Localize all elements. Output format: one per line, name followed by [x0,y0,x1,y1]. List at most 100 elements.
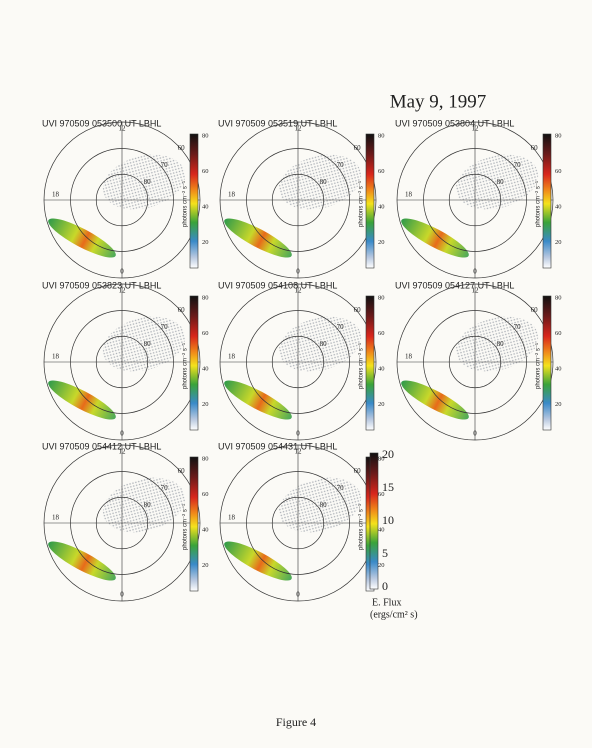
latitude-label: 80 [144,178,152,186]
colorbar-tick-label: 60 [378,491,385,498]
latitude-label: 60 [354,467,362,475]
colorbar [365,133,375,269]
latitude-label: 60 [178,306,186,314]
auroral-oval [224,541,292,581]
polar-panel: UVI 970509 054412 UT LBHL121860607080806… [42,441,209,602]
colorbar-tick-label: 20 [555,239,562,246]
colorbar-tick-label: 40 [378,366,385,373]
mlt-label: 12 [119,287,127,295]
latitude-label: 60 [531,306,539,314]
mlt-label: 0 [473,430,477,438]
colorbar-tick-label: 60 [202,491,209,498]
mlt-label: 12 [295,125,303,133]
colorbar-tick-label: 20 [202,401,209,408]
diffuse-emission [278,316,362,372]
panel-title: UVI 970509 054108 UT LBHL [218,280,337,290]
latitude-label: 80 [497,340,505,348]
latitude-label: 70 [161,323,169,331]
colorbar-tick-label: 20 [378,401,385,408]
latitude-label: 70 [337,484,345,492]
mlt-label: 12 [119,125,127,133]
panel-title: UVI 970509 054431 UT LBHL [218,441,337,451]
colorbar-tick-label: 80 [555,294,562,301]
polar-panel: UVI 970509 053519 UT LBHL121860607080806… [218,118,385,279]
latitude-label: 60 [178,467,186,475]
mlt-label: 0 [120,430,124,438]
latitude-label: 70 [337,161,345,169]
colorbar-tick-label: 40 [202,204,209,211]
colorbar-tick-label: 80 [202,132,209,139]
auroral-oval [224,218,292,258]
auroral-oval [401,380,469,420]
panel-title: UVI 970509 053500 UT LBHL [42,118,161,128]
colorbar-label: photons cm⁻² s⁻¹ [183,504,189,550]
panel-title: UVI 970509 053804 UT LBHL [395,118,514,128]
colorbar-label: photons cm⁻² s⁻¹ [359,343,365,389]
latitude-label: 70 [514,161,522,169]
mlt-label: 0 [120,591,124,599]
panel-title: UVI 970509 054412 UT LBHL [42,441,161,451]
diffuse-emission [455,154,539,210]
auroral-oval [48,541,116,581]
latitude-label: 60 [531,144,539,152]
colorbar-tick-label: 80 [202,294,209,301]
latitude-label: 80 [144,340,152,348]
latitude-label: 60 [178,144,186,152]
colorbar-tick-label: 80 [202,455,209,462]
colorbar-tick-label: 80 [555,132,562,139]
latitude-label: 60 [354,306,362,314]
polar-panel: UVI 970509 053500 UT LBHL121860607080806… [42,118,209,279]
colorbar-label: photons cm⁻² s⁻¹ [536,343,542,389]
diffuse-emission [102,154,186,210]
colorbar-tick-label: 60 [555,330,562,337]
mlt-label: 12 [472,287,480,295]
panel-title: UVI 970509 053519 UT LBHL [218,118,337,128]
mlt-label: 18 [52,191,60,199]
latitude-label: 80 [320,178,328,186]
panel-title: UVI 970509 053823 UT LBHL [42,280,161,290]
mlt-label: 12 [295,448,303,456]
mlt-label: 0 [296,591,300,599]
polar-panel: UVI 970509 054431 UT LBHL121860607080806… [218,441,385,602]
polar-panel: UVI 970509 054108 UT LBHL121860607080806… [218,280,385,441]
colorbar-tick-label: 80 [378,132,385,139]
colorbar-tick-label: 20 [202,239,209,246]
colorbar [189,456,199,592]
mlt-label: 0 [296,268,300,276]
colorbar-tick-label: 20 [378,562,385,569]
colorbar-tick-label: 60 [378,168,385,175]
mlt-label: 12 [472,125,480,133]
latitude-label: 80 [320,501,328,509]
colorbar-label: photons cm⁻² s⁻¹ [183,181,189,227]
diffuse-emission [455,316,539,372]
diffuse-emission [102,477,186,533]
mlt-label: 0 [296,430,300,438]
colorbar-tick-label: 60 [202,168,209,175]
mlt-label: 18 [228,353,236,361]
figure-caption: Figure 4 [276,715,316,729]
mlt-label: 12 [295,287,303,295]
polar-panel: UVI 970509 054127 UT LBHL121860607080806… [395,280,562,441]
mlt-label: 18 [52,514,60,522]
colorbar-tick-label: 40 [378,204,385,211]
colorbar-label: photons cm⁻² s⁻¹ [359,181,365,227]
energy-units: (ergs/cm² s) [370,609,418,620]
colorbar-tick-label: 60 [555,168,562,175]
colorbar-label: photons cm⁻² s⁻¹ [183,343,189,389]
energy-colorbar: 20 15 10 5 0 E. Flux(ergs/cm² s) [369,447,418,620]
latitude-label: 70 [161,484,169,492]
colorbar-tick-label: 40 [555,366,562,373]
colorbar-tick-label: 20 [555,401,562,408]
latitude-label: 80 [497,178,505,186]
colorbar-label: photons cm⁻² s⁻¹ [536,181,542,227]
mlt-label: 18 [228,514,236,522]
polar-panel: UVI 970509 053823 UT LBHL121860607080806… [42,280,209,441]
colorbar-tick-label: 40 [202,527,209,534]
auroral-oval [48,218,116,258]
auroral-oval [48,380,116,420]
colorbar [365,295,375,431]
auroral-oval [401,218,469,258]
latitude-label: 80 [144,501,152,509]
colorbar [189,133,199,269]
